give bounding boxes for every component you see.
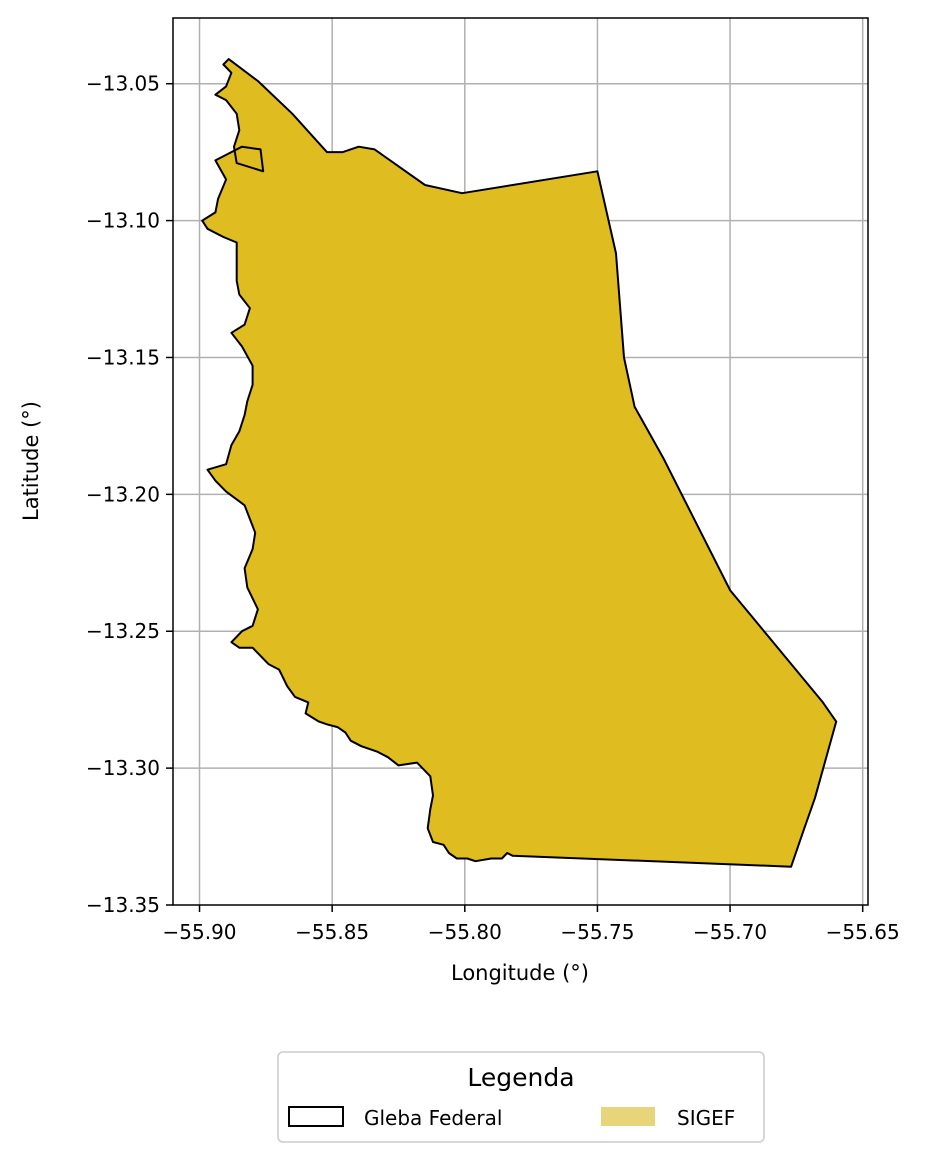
- x-tick-label: −55.90: [163, 920, 237, 944]
- legend-title: Legenda: [467, 1063, 574, 1092]
- x-axis-label: Longitude (°): [451, 961, 589, 985]
- y-tick-label: −13.05: [86, 72, 160, 96]
- x-tick-label: −55.75: [560, 920, 634, 944]
- y-axis-label: Latitude (°): [19, 401, 43, 521]
- y-tick-label: −13.15: [86, 345, 160, 369]
- sigef-polygon: [201, 58, 838, 868]
- y-tick-label: −13.10: [86, 209, 160, 233]
- y-tick-label: −13.35: [86, 893, 160, 917]
- x-tick-label: −55.70: [693, 920, 767, 944]
- y-tick-label: −13.25: [86, 619, 160, 643]
- legend-swatch-gleba-federal: [288, 1106, 344, 1127]
- y-tick-label: −13.30: [86, 756, 160, 780]
- y-tick-label: −13.20: [86, 482, 160, 506]
- legend-label-gleba-federal: Gleba Federal: [364, 1106, 502, 1130]
- x-axis-ticks: −55.90 −55.85 −55.80 −55.75 −55.70 −55.65: [163, 905, 900, 944]
- legend-swatch-sigef: [601, 1107, 655, 1126]
- y-axis-ticks: −13.05 −13.10 −13.15 −13.20 −13.25 −13.30 −13.…: [86, 72, 173, 917]
- legend: Legenda Gleba Federal SIGEF: [277, 1051, 765, 1143]
- x-tick-label: −55.80: [428, 920, 502, 944]
- x-tick-label: −55.65: [826, 920, 900, 944]
- plot-frame: [172, 17, 869, 906]
- gleba-polygon-layer: [201, 58, 838, 868]
- legend-label-sigef: SIGEF: [677, 1106, 735, 1130]
- x-tick-label: −55.85: [295, 920, 369, 944]
